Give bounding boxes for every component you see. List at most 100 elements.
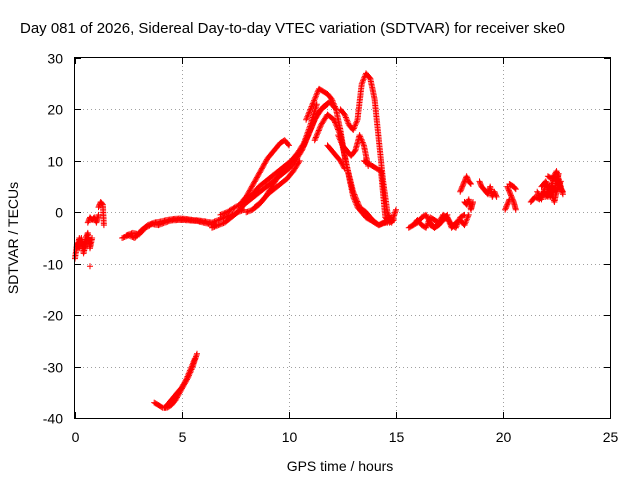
data-point bbox=[332, 120, 339, 127]
data-point bbox=[217, 211, 224, 218]
data-point bbox=[353, 197, 360, 204]
data-point bbox=[470, 199, 476, 205]
data-point bbox=[461, 211, 468, 218]
data-point bbox=[359, 79, 366, 86]
data-point bbox=[535, 190, 541, 196]
data-point bbox=[258, 165, 265, 172]
y-tick-label: -10 bbox=[43, 257, 63, 273]
data-point bbox=[311, 96, 318, 103]
data-point bbox=[314, 131, 320, 138]
data-point bbox=[303, 115, 310, 122]
grid bbox=[75, 58, 610, 418]
data-point bbox=[243, 192, 250, 199]
data-point bbox=[338, 159, 345, 166]
data-point bbox=[341, 165, 348, 172]
data-point bbox=[84, 219, 91, 226]
data-point bbox=[260, 163, 267, 169]
data-point bbox=[332, 119, 339, 126]
data-point bbox=[316, 124, 323, 131]
data-point bbox=[503, 202, 510, 209]
data-point bbox=[555, 170, 562, 177]
data-point bbox=[467, 180, 474, 187]
data-point bbox=[340, 163, 347, 169]
data-point bbox=[89, 235, 96, 241]
data-point bbox=[87, 263, 93, 270]
data-point bbox=[463, 173, 470, 180]
data-point bbox=[453, 223, 460, 230]
data-point bbox=[143, 224, 150, 230]
data-point bbox=[460, 179, 467, 186]
data-point bbox=[254, 173, 261, 180]
data-point bbox=[253, 175, 260, 182]
y-tick-label: 20 bbox=[47, 102, 63, 118]
data-point bbox=[285, 141, 292, 148]
y-axis-label: SDTVAR / TECUs bbox=[5, 182, 21, 294]
data-point bbox=[354, 199, 361, 206]
data-point bbox=[263, 157, 270, 164]
data-point bbox=[295, 159, 302, 166]
data-point bbox=[491, 188, 498, 195]
data-point bbox=[460, 212, 467, 219]
data-point bbox=[185, 372, 192, 378]
data-point bbox=[465, 213, 472, 220]
data-point bbox=[313, 91, 320, 98]
data-point bbox=[502, 206, 509, 213]
data-point bbox=[340, 164, 347, 171]
data-point bbox=[463, 217, 470, 224]
data-point bbox=[548, 191, 555, 198]
data-point bbox=[461, 222, 468, 229]
x-tick-label: 0 bbox=[72, 429, 80, 445]
data-point bbox=[390, 217, 397, 223]
data-point bbox=[214, 222, 221, 229]
data-point bbox=[333, 122, 340, 129]
data-point bbox=[550, 187, 557, 194]
y-tick-label: 30 bbox=[47, 51, 63, 67]
data-point bbox=[444, 211, 451, 218]
data-point bbox=[504, 200, 511, 207]
data-point bbox=[358, 136, 365, 143]
data-point bbox=[350, 188, 357, 195]
data-point bbox=[493, 193, 500, 200]
data-point bbox=[547, 193, 554, 200]
data-point bbox=[300, 141, 307, 148]
data-point bbox=[311, 137, 318, 144]
data-point bbox=[305, 110, 312, 117]
x-tick-label: 20 bbox=[496, 429, 512, 445]
y-tick-label: -20 bbox=[43, 308, 63, 324]
data-point bbox=[189, 361, 196, 368]
data-point bbox=[337, 136, 344, 143]
data-point bbox=[179, 382, 186, 389]
data-point bbox=[234, 203, 241, 209]
data-point bbox=[506, 188, 513, 195]
data-point bbox=[559, 191, 566, 198]
data-point bbox=[425, 218, 432, 225]
data-point bbox=[314, 130, 321, 137]
data-point bbox=[493, 192, 499, 199]
plot-frame bbox=[74, 57, 611, 419]
data-point bbox=[512, 185, 519, 192]
data-point bbox=[194, 350, 200, 357]
x-tick-label: 10 bbox=[282, 429, 298, 445]
data-point bbox=[339, 161, 346, 168]
data-point bbox=[183, 376, 190, 383]
data-point bbox=[445, 217, 452, 223]
data-point bbox=[334, 125, 341, 132]
data-point bbox=[557, 183, 564, 190]
data-point bbox=[95, 211, 102, 218]
data-point bbox=[286, 142, 292, 149]
data-point bbox=[307, 106, 314, 113]
data-point bbox=[393, 206, 399, 213]
data-point bbox=[248, 184, 255, 191]
data-point bbox=[232, 203, 239, 210]
data-point bbox=[352, 121, 359, 128]
x-axis-label: GPS time / hours bbox=[287, 458, 394, 474]
x-tick-label: 15 bbox=[389, 429, 405, 445]
y-tick-label: -30 bbox=[43, 360, 63, 376]
data-point bbox=[248, 183, 255, 190]
data-point bbox=[477, 181, 484, 187]
data-point bbox=[512, 206, 519, 213]
data-point bbox=[330, 116, 337, 123]
data-point bbox=[332, 105, 339, 111]
data-point bbox=[467, 181, 474, 187]
